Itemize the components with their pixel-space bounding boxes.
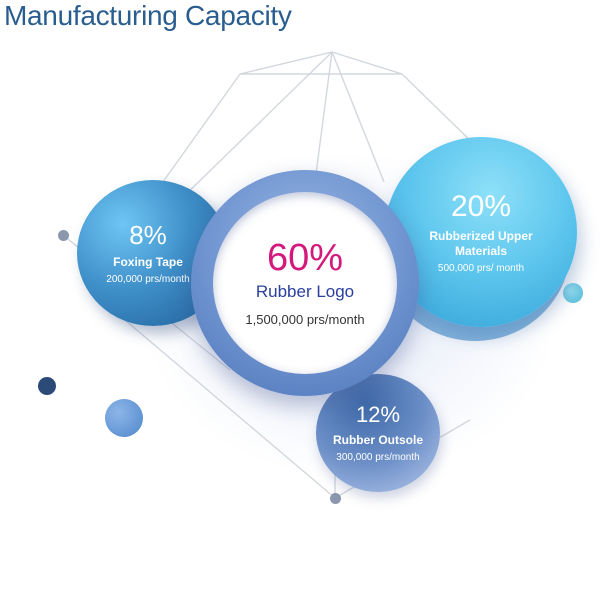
rubber-logo-capacity: 1,500,000 prs/month — [245, 312, 365, 328]
rubber-logo-bubble: 60% Rubber Logo 1,500,000 prs/month — [213, 192, 397, 374]
rubber-logo-percent: 60% — [266, 236, 344, 279]
rubberized-upper-percent: 20% — [450, 190, 512, 223]
rubber-logo-label: Rubber Logo — [255, 282, 355, 302]
rubber-outsole-bubble: 12% Rubber Outsole 300,000 prs/month — [316, 374, 440, 492]
rubberized-upper-capacity: 500,000 prs/ month — [437, 263, 525, 274]
decorative-dot-cyan — [563, 283, 583, 303]
decorative-dot-small-gray — [58, 230, 69, 241]
decorative-dot-navy — [38, 377, 56, 395]
rubberized-upper-label: Rubberized Upper Materials — [429, 229, 533, 258]
page-title: Manufacturing Capacity — [4, 0, 292, 31]
foxing-tape-label: Foxing Tape — [113, 255, 183, 270]
rubber-logo-ring: 60% Rubber Logo 1,500,000 prs/month — [191, 170, 419, 396]
rubber-outsole-percent: 12% — [355, 401, 401, 427]
rubber-outsole-label: Rubber Outsole — [332, 433, 423, 448]
foxing-tape-capacity: 200,000 prs/month — [106, 274, 190, 286]
decorative-dot-blue — [105, 399, 143, 437]
rubber-outsole-capacity: 300,000 prs/month — [336, 452, 420, 464]
foxing-tape-percent: 8% — [129, 219, 167, 250]
decorative-dot-bottom — [330, 493, 341, 504]
